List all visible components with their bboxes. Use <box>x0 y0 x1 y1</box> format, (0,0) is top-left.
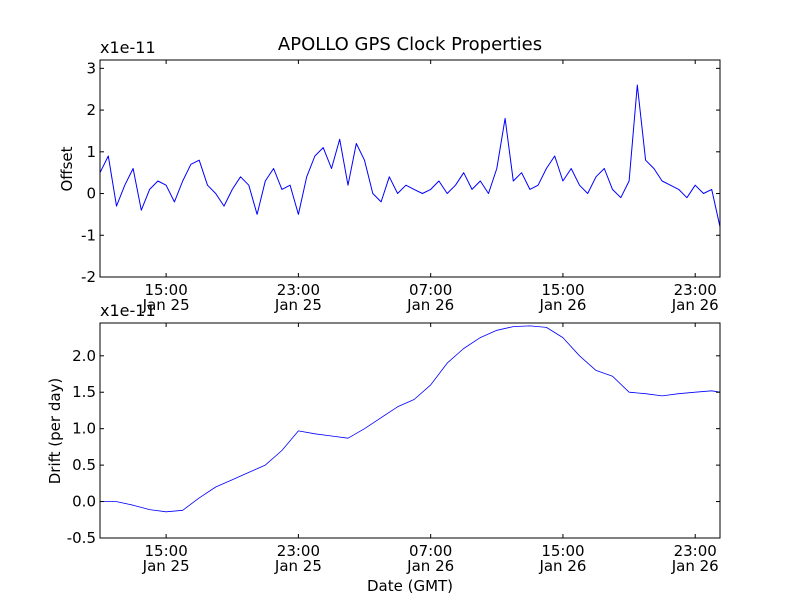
offset-y-tick-label: 1 <box>86 143 96 161</box>
drift-x-tick-time-label: 15:00 <box>145 542 188 560</box>
offset-x-tick-date-label: Jan 25 <box>142 296 190 314</box>
offset-y-tick-label: 0 <box>86 185 96 203</box>
offset-x-tick-date-label: Jan 25 <box>274 296 322 314</box>
drift-x-tick-date-label: Jan 26 <box>406 557 454 575</box>
offset-multiplier-label: x1e-11 <box>100 38 156 57</box>
drift-y-tick-label: 1.0 <box>72 420 96 438</box>
offset-y-axis-label: Offset <box>58 146 76 191</box>
offset-x-tick-time-label: 15:00 <box>145 281 188 299</box>
drift-panel: x1e-11 Drift (per day) Date (GMT) 15:00J… <box>46 301 721 595</box>
drift-series-line <box>100 325 721 513</box>
drift-x-tick-date-label: Jan 25 <box>142 557 190 575</box>
offset-y-tick-label: 3 <box>86 59 96 77</box>
drift-y-tick-label: -0.5 <box>67 529 96 547</box>
offset-plot-frame <box>99 59 721 278</box>
offset-x-tick-time-label: 15:00 <box>541 281 584 299</box>
offset-x-tick-time-label: 23:00 <box>674 281 717 299</box>
offset-x-tick-date-label: Jan 26 <box>406 296 454 314</box>
drift-x-tick-time-label: 07:00 <box>409 542 452 560</box>
drift-x-tick-date-label: Jan 26 <box>671 557 719 575</box>
drift-y-tick-label: 0.0 <box>72 493 96 511</box>
drift-y-tick-label: 0.5 <box>72 456 96 474</box>
drift-multiplier-label: x1e-11 <box>100 301 156 320</box>
offset-x-tick-date-label: Jan 26 <box>671 296 719 314</box>
offset-x-tick-time-label: 23:00 <box>277 281 320 299</box>
drift-x-tick-time-label: 23:00 <box>674 542 717 560</box>
offset-y-tick-label: -1 <box>81 226 96 244</box>
offset-x-tick-date-label: Jan 26 <box>538 296 586 314</box>
drift-x-tick-time-label: 15:00 <box>541 542 584 560</box>
x-axis-label: Date (GMT) <box>367 577 453 595</box>
drift-y-tick-label: 2.0 <box>72 347 96 365</box>
drift-plot-frame <box>99 322 721 539</box>
drift-y-tick-label: 1.5 <box>72 383 96 401</box>
offset-y-tick-label: -2 <box>81 268 96 286</box>
offset-y-tick-label: 2 <box>86 101 96 119</box>
drift-y-axis-label: Drift (per day) <box>46 378 64 485</box>
offset-series-line <box>99 84 721 228</box>
drift-x-tick-time-label: 23:00 <box>277 542 320 560</box>
drift-x-tick-date-label: Jan 25 <box>274 557 322 575</box>
offset-x-tick-time-label: 07:00 <box>409 281 452 299</box>
chart-title: APOLLO GPS Clock Properties <box>278 34 542 55</box>
drift-x-tick-date-label: Jan 26 <box>538 557 586 575</box>
offset-panel: APOLLO GPS Clock Properties x1e-11 Offse… <box>58 34 721 314</box>
